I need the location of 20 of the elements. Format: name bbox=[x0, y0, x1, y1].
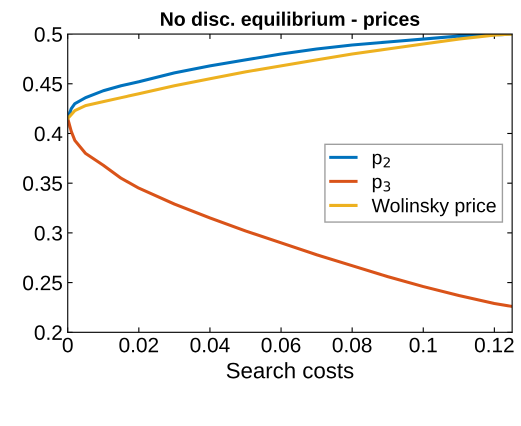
y-tick-label: 0.3 bbox=[34, 226, 62, 241]
y-tick-label: 0.35 bbox=[23, 176, 62, 191]
x-tick-label: 0.1 bbox=[410, 338, 437, 352]
line-series bbox=[68, 117, 512, 308]
x-tick-label: 0.12 bbox=[474, 338, 514, 352]
x-axis-title: Search costs bbox=[226, 362, 354, 378]
x-tick-label: 0.04 bbox=[190, 338, 230, 352]
legend-label: p$_{2}$ bbox=[372, 154, 390, 168]
y-tick-label: 0.2 bbox=[34, 325, 62, 340]
y-tick-label: 0.4 bbox=[34, 126, 62, 142]
x-tick-label: 0.06 bbox=[262, 338, 300, 352]
legend-label: p$_{3}$ bbox=[372, 178, 390, 192]
x-tick-label: 0 bbox=[62, 338, 73, 352]
chart-title: No disc. equilibrium - prices bbox=[161, 12, 420, 30]
y-tick-label: 0.45 bbox=[23, 76, 62, 92]
y-tick-label: 0.5 bbox=[34, 27, 62, 42]
x-tick-label: 0.02 bbox=[119, 338, 158, 352]
y-tick-label: 0.25 bbox=[23, 276, 62, 290]
x-tick-label: 0.08 bbox=[332, 338, 372, 352]
legend-label: Wolinsky price bbox=[372, 198, 496, 216]
